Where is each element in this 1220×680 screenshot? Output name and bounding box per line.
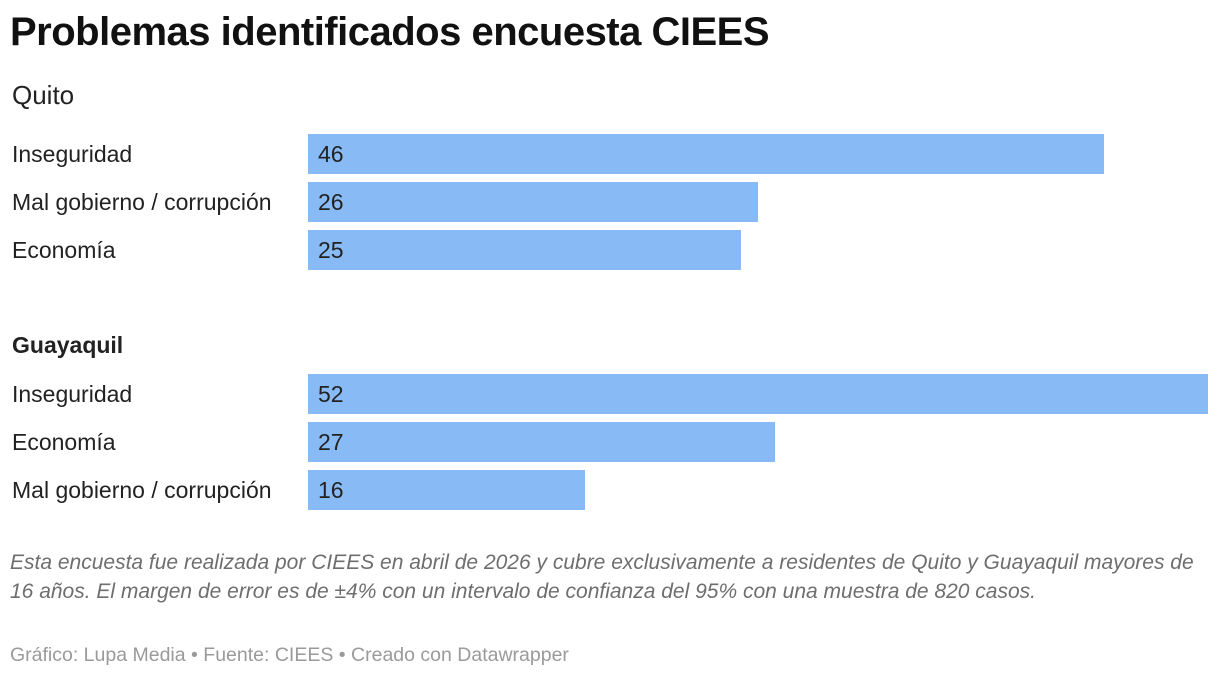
footer-credit: Gráfico: Lupa Media bbox=[10, 644, 186, 666]
bar-value-label: 26 bbox=[318, 189, 344, 215]
bar-label: Economía bbox=[12, 429, 116, 455]
bar-label: Mal gobierno / corrupción bbox=[12, 189, 272, 215]
bar-value-label: 16 bbox=[318, 477, 344, 503]
bar-row: Mal gobierno / corrupción 26 bbox=[0, 182, 1220, 222]
bar-value-label: 25 bbox=[318, 237, 344, 263]
footer-separator-2: • bbox=[333, 644, 352, 666]
bar-row: Economía 27 bbox=[0, 422, 1220, 462]
bar-row: Economía 25 bbox=[0, 230, 1220, 270]
bar bbox=[308, 134, 1105, 174]
group-title-1: Guayaquil bbox=[12, 332, 124, 358]
bar-label: Economía bbox=[12, 237, 116, 263]
bar-value-label: 27 bbox=[318, 429, 344, 455]
bar-label: Inseguridad bbox=[12, 381, 133, 407]
bar bbox=[308, 230, 741, 270]
chart-footer: Gráfico: Lupa Media • Fuente: CIEES • Cr… bbox=[10, 644, 569, 667]
bar bbox=[308, 374, 1208, 414]
chart-title: Problemas identificados encuesta CIEES bbox=[10, 10, 770, 54]
footer-created: Creado con Datawrapper bbox=[351, 644, 569, 666]
bar-row: Mal gobierno / corrupción 16 bbox=[0, 470, 1220, 510]
bar bbox=[308, 470, 585, 510]
footer-source: Fuente: CIEES bbox=[203, 644, 334, 666]
footer-separator-1: • bbox=[185, 644, 204, 666]
group-title-0: Quito bbox=[12, 80, 75, 110]
bar-value-label: 46 bbox=[318, 141, 344, 167]
bar bbox=[308, 182, 758, 222]
bar-row: Inseguridad 52 bbox=[0, 374, 1220, 414]
chart-notes: Esta encuesta fue realizada por CIEES en… bbox=[10, 551, 1194, 603]
bar bbox=[308, 422, 776, 462]
bar-row: Inseguridad 46 bbox=[0, 134, 1220, 174]
bar-value-label: 52 bbox=[318, 381, 344, 407]
bar-label: Mal gobierno / corrupción bbox=[12, 477, 272, 503]
bar-label: Inseguridad bbox=[12, 141, 133, 167]
